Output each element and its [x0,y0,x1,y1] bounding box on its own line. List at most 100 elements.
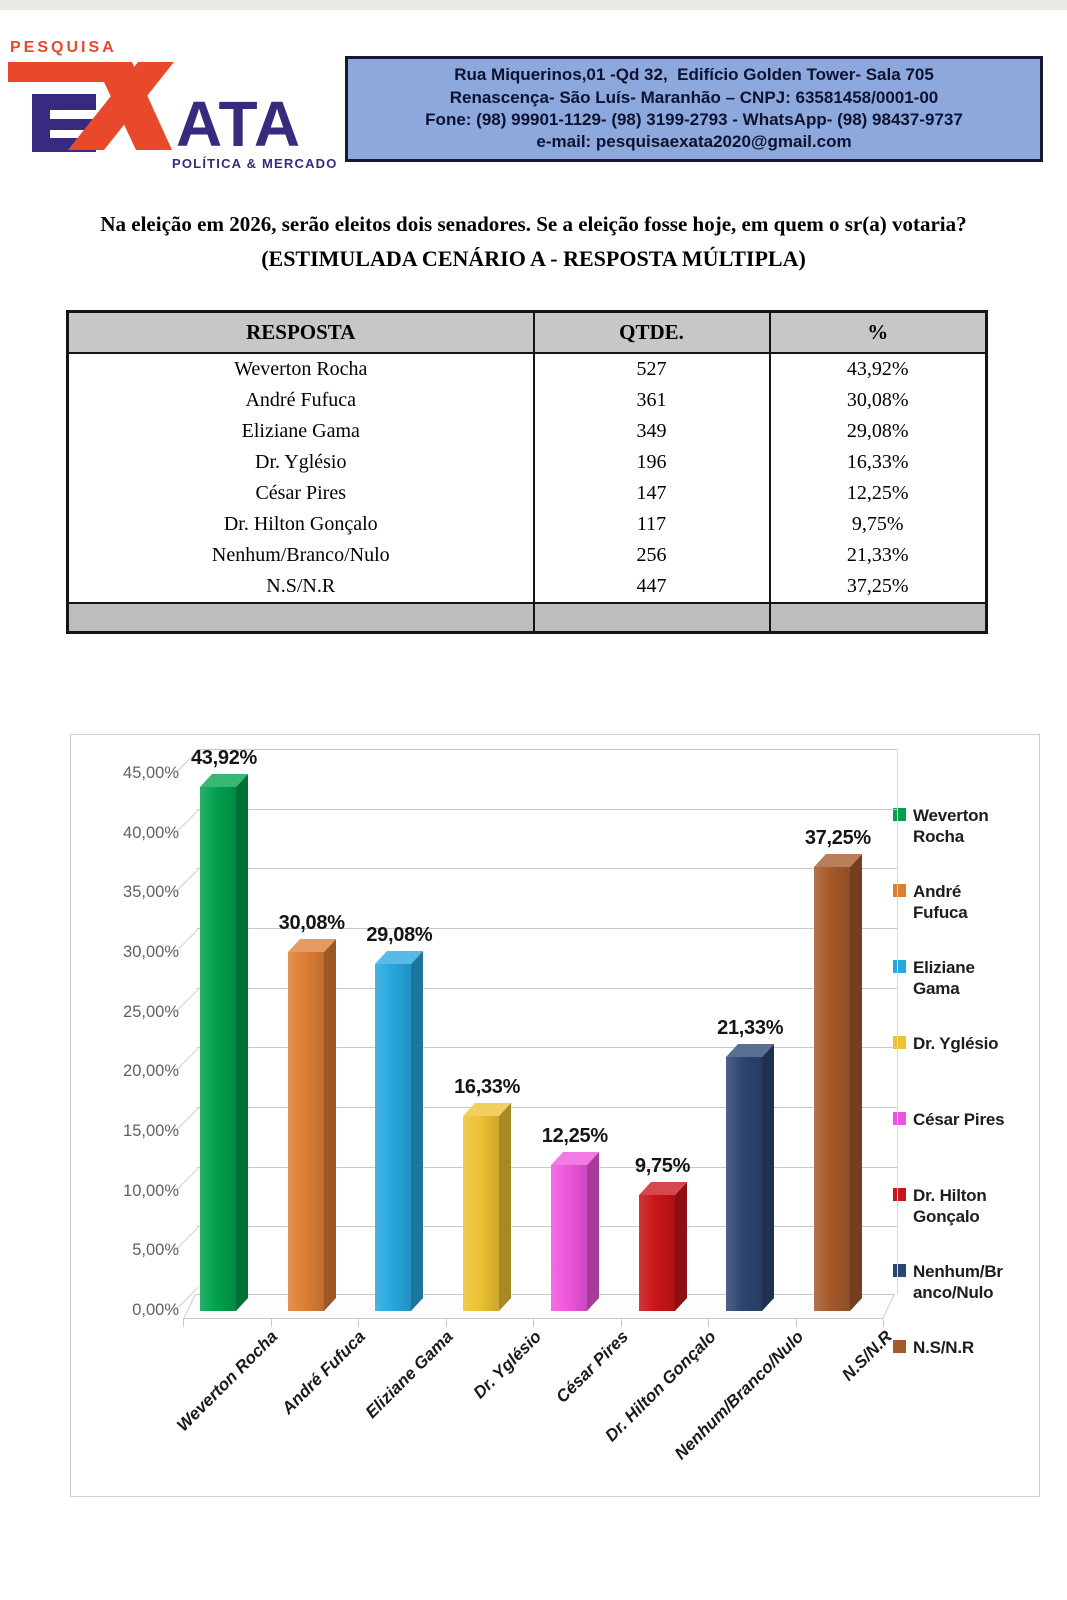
bar-value-label: 9,75% [634,1154,691,1177]
table-cell: N.S/N.R [66,571,535,603]
bar-value-label: 37,25% [804,826,871,849]
top-strip [0,0,1067,10]
bar [287,952,324,1311]
legend-label: N.S/N.R [913,1338,974,1357]
legend-swatch [893,1188,906,1201]
contact-line: Renascença- São Luís- Maranhão – CNPJ: 6… [449,87,939,107]
table-row: N.S/N.R 447 37,25% [66,571,988,603]
bar-side-face [323,939,336,1311]
contact-box: Rua Miquerinos,01 -Qd 32, Edifício Golde… [345,56,1043,162]
y-axis-tick-label: 5,00% [132,1241,179,1260]
gridline [197,868,897,870]
results-table-wrap: RESPOSTA QTDE.% Weverton Rocha 527 43,92% An… [66,310,988,634]
bar [638,1194,675,1311]
table-cell: 196 [532,447,771,478]
table-cell: 43,92% [768,353,988,385]
table-row: Dr. Hilton Gonçalo 117 9,75% [66,509,988,540]
bar-value-label: 29,08% [366,924,433,947]
legend-label: André Fufuca [913,882,968,923]
y-axis-tick-label: 35,00% [123,883,179,902]
y-axis-tick-label: 15,00% [123,1122,179,1141]
bar-side-face [762,1043,775,1311]
table-cell: 21,33% [768,540,988,571]
gridline [197,928,897,930]
table-row: Nenhum/Branco/Nulo 256 21,33% [66,540,988,571]
gridline [197,987,897,989]
chart-legend: Weverton Rocha André Fufuca Eliziane Gama D… [893,795,1039,1415]
table-header-cell: % [768,310,988,354]
bar-value-label: 43,92% [190,747,258,770]
table-row: César Pires 147 12,25% [66,478,988,509]
logo-ata-text: ATA [176,88,301,160]
bar-value-label: 21,33% [717,1016,784,1039]
table-cell: 16,33% [768,447,988,478]
logo-x-shape [8,62,174,150]
bar-side-face [849,853,862,1311]
y-axis-tick-label: 40,00% [123,823,179,842]
legend-item: Dr. Hilton Gonçalo [893,1185,1009,1228]
gridline [197,808,897,810]
gridline [197,1166,897,1168]
table-body: Weverton Rocha 527 43,92% André Fufuca 361 30… [66,353,988,633]
legend-label: César Pires [913,1110,1005,1129]
table-footer-cell [66,602,535,633]
table-cell: 29,08% [768,416,988,447]
x-axis-tick [533,1319,534,1327]
question-title: Na eleição em 2026, serão eleitos dois s… [0,212,1067,272]
bar-value-label: 16,33% [454,1076,521,1099]
table-cell: 30,08% [768,385,988,416]
table-cell: 256 [532,540,771,571]
x-axis-tick [183,1319,184,1327]
x-axis-category-label: André Fufuca [278,1327,370,1418]
logo-politica-text: POLÍTICA & MERCADO [172,156,336,171]
table-cell: 117 [532,509,771,540]
table-cell: Dr. Yglésio [66,447,535,478]
contact-line: Fone: (98) 99901-1129- (98) 3199-2793 - … [425,110,963,129]
x-axis-category-label: César Pires [552,1327,633,1407]
y-axis-tick-label: 30,00% [123,943,179,962]
table-row: Weverton Rocha 527 43,92% [66,353,988,385]
table-cell: 527 [532,353,771,385]
y-axis-tick-label: 10,00% [123,1181,179,1200]
legend-label: Nenhum/Branco/Nulo [913,1262,1003,1303]
legend-label: Dr. Yglésio [913,1034,999,1053]
legend-swatch [893,960,906,973]
x-axis-tick [708,1319,709,1327]
y-axis-tick-label: 0,00% [132,1301,179,1319]
exata-logo: PESQUISA ATA POLÍTICA & MERCADO [4,32,336,174]
bar [726,1056,763,1311]
table-cell: 12,25% [768,478,988,509]
x-axis-tick [795,1319,797,1327]
bar-side-face [411,951,424,1311]
results-table: RESPOSTA QTDE.% Weverton Rocha 527 43,92% An… [66,310,988,634]
x-axis-category-label: N.S/N.R [837,1327,896,1385]
table-cell: André Fufuca [66,385,535,416]
table-cell: 37,25% [768,571,988,603]
table-cell: Weverton Rocha [66,353,535,385]
logo-pesquisa-text: PESQUISA [10,39,117,56]
table-cell: 349 [532,416,771,447]
legend-swatch [893,1112,906,1125]
bar [375,964,412,1311]
table-header-cell: RESPOSTA [66,310,535,354]
table-cell: Dr. Hilton Gonçalo [66,509,535,540]
bar-value-label: 12,25% [541,1124,608,1147]
back-wall-edge [897,749,898,1294]
y-axis-tick-label: 25,00% [123,1002,179,1021]
table-footer-row [66,602,988,633]
y-axis-tick-label: 45,00% [123,764,179,783]
x-axis-category-label: Weverton Rocha [173,1327,282,1436]
x-axis-tick [358,1319,359,1327]
table-row: Dr. Yglésio 196 16,33% [66,447,988,478]
bar [550,1164,587,1311]
legend-item: César Pires [893,1109,1009,1130]
legend-item: Nenhum/Branco/Nulo [893,1261,1009,1304]
logo-e-shape [32,94,96,152]
x-axis-category-label: Eliziane Gama [361,1327,457,1422]
y-axis-tick-label: 20,00% [123,1062,179,1081]
table-header-cell: QTDE. [532,310,771,354]
legend-swatch [893,1036,906,1049]
legend-label: Weverton Rocha [913,806,989,847]
legend-label: Dr. Hilton Gonçalo [913,1186,987,1227]
